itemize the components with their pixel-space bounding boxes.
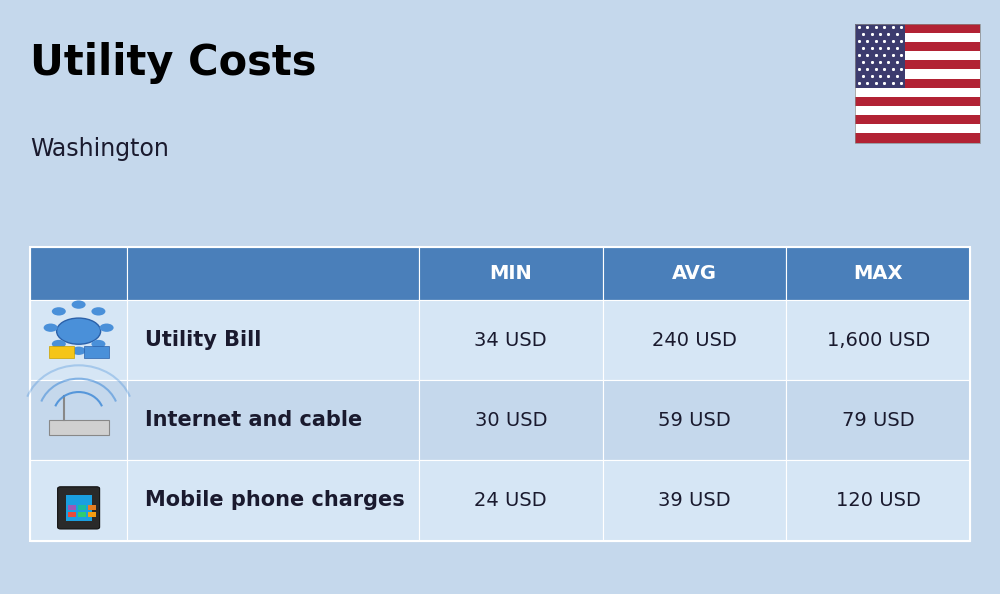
Bar (78, 512, 86, 517)
Circle shape (91, 340, 105, 348)
Bar (855, 106, 980, 115)
Text: 30 USD: 30 USD (475, 411, 547, 429)
Text: AVG: AVG (672, 264, 717, 283)
Text: Washington: Washington (30, 137, 169, 160)
Bar (49, 421, 109, 435)
Bar (855, 24, 980, 33)
Text: Internet and cable: Internet and cable (145, 410, 362, 430)
Text: 34 USD: 34 USD (474, 331, 547, 349)
Bar (855, 61, 980, 69)
Circle shape (52, 307, 66, 315)
Circle shape (100, 324, 114, 332)
Bar (68, 505, 76, 510)
Circle shape (52, 340, 66, 348)
Bar (855, 42, 980, 51)
Text: Utility Costs: Utility Costs (30, 42, 316, 84)
Bar (30, 247, 127, 300)
Text: MAX: MAX (853, 264, 903, 283)
Bar (855, 124, 980, 134)
Bar (855, 69, 980, 78)
Bar (855, 115, 980, 124)
Bar (855, 134, 980, 143)
Text: Mobile phone charges: Mobile phone charges (145, 491, 404, 510)
Bar (855, 51, 980, 61)
Bar (88, 505, 96, 510)
Bar (855, 24, 905, 88)
Bar (68, 512, 76, 517)
Bar (66, 494, 92, 522)
Bar (855, 97, 980, 106)
FancyBboxPatch shape (58, 487, 100, 529)
Text: 59 USD: 59 USD (658, 411, 731, 429)
Circle shape (57, 318, 101, 345)
Text: 1,600 USD: 1,600 USD (827, 331, 930, 349)
Bar (419, 247, 603, 300)
Bar (30, 460, 127, 541)
Bar (855, 88, 980, 97)
Bar (603, 247, 786, 300)
Text: Utility Bill: Utility Bill (145, 330, 261, 350)
Bar (84, 346, 109, 358)
Text: 39 USD: 39 USD (658, 491, 731, 510)
Bar (855, 33, 980, 42)
Text: 120 USD: 120 USD (836, 491, 921, 510)
Text: 240 USD: 240 USD (652, 331, 737, 349)
Bar (49, 346, 74, 358)
Bar (855, 78, 980, 88)
Bar (30, 300, 127, 380)
Bar (786, 247, 970, 300)
Text: MIN: MIN (489, 264, 532, 283)
Circle shape (72, 347, 86, 355)
Bar (127, 247, 419, 300)
Text: 79 USD: 79 USD (842, 411, 914, 429)
Bar (30, 380, 127, 460)
Bar (78, 505, 86, 510)
Circle shape (91, 307, 105, 315)
Circle shape (72, 301, 86, 309)
Text: 24 USD: 24 USD (474, 491, 547, 510)
Bar (88, 512, 96, 517)
Circle shape (44, 324, 58, 332)
